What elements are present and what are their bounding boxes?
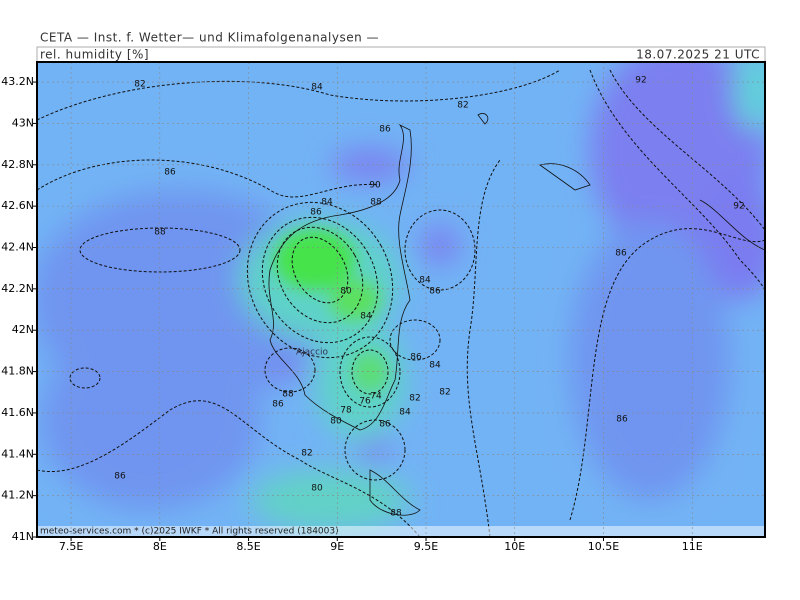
contour-label: 82 — [439, 388, 450, 398]
contour-label: 86 — [379, 420, 391, 430]
contour-label: 86 — [615, 249, 627, 259]
lat-tick-label: 42.4N — [1, 240, 34, 253]
lat-tick-label: 42.8N — [1, 158, 34, 171]
lon-tick-label: 11E — [682, 540, 703, 553]
lon-tick-label: 9E — [330, 540, 344, 553]
copyright: meteo-services.com * (c)2025 IWKF * All … — [40, 527, 339, 537]
contour-label: 92 — [635, 76, 646, 86]
contour-label: 82 — [457, 101, 468, 111]
lat-tick-label: 41.4N — [1, 447, 34, 460]
contour-label: 88 — [390, 509, 402, 519]
lon-tick-label: 7.5E — [59, 540, 83, 553]
contour-label: 88 — [154, 228, 166, 238]
lat-tick-label: 41.2N — [1, 489, 34, 502]
contour-label: 80 — [330, 417, 342, 427]
lat-tick-label: 42N — [12, 323, 34, 336]
lat-tick-label: 41.6N — [1, 406, 34, 419]
lon-tick-label: 8.5E — [236, 540, 260, 553]
contour-label: 76 — [359, 397, 371, 407]
lon-tick-label: 9.5E — [414, 540, 438, 553]
contour-label: 80 — [340, 287, 352, 297]
contour-label: 86 — [310, 208, 322, 218]
contour-label: 78 — [340, 406, 352, 416]
humidity-shading — [37, 62, 765, 530]
map-frame — [36, 61, 766, 538]
lat-tick-label: 42.2N — [1, 282, 34, 295]
parameter: rel. humidity [%] — [40, 48, 149, 62]
institute: CETA — Inst. f. Wetter— und Klimafolgena… — [40, 31, 379, 45]
contour-label: 86 — [272, 400, 284, 410]
contour-label: 88 — [282, 390, 294, 400]
contour-label: 86 — [410, 353, 422, 363]
lat-tick-label: 41N — [12, 530, 34, 543]
lon-tick-label: 10.5E — [588, 540, 619, 553]
valid-time: 18.07.2025 21 UTC — [636, 48, 760, 62]
contour-label: 84 — [429, 361, 441, 371]
lat-tick-label: 42.6N — [1, 199, 34, 212]
contour-label: 84 — [360, 312, 372, 322]
contour-label: 92 — [733, 202, 744, 212]
coastlines — [268, 113, 765, 516]
lat-tick-label: 41.8N — [1, 365, 34, 378]
contour-label: 86 — [164, 168, 176, 178]
contour-label: 86 — [114, 472, 126, 482]
contour-label: 84 — [419, 276, 431, 286]
contour-label: 82 — [301, 449, 312, 459]
contour-label: 88 — [370, 198, 382, 208]
lat-tick-label: 43N — [12, 116, 34, 129]
footer-band — [37, 526, 765, 537]
contour-label: 74 — [370, 392, 382, 402]
lat-tick-label: 43.2N — [1, 75, 34, 88]
contour-label: 84 — [321, 198, 333, 208]
contour-label: 84 — [311, 83, 323, 93]
contour-label: 86 — [379, 125, 391, 135]
place-name: Ajaccio — [296, 348, 329, 358]
contour-label: 86 — [616, 415, 628, 425]
contour-label: 86 — [429, 287, 441, 297]
contour-label: 82 — [409, 394, 420, 404]
contour-label: 82 — [134, 80, 145, 90]
contour-label: 80 — [311, 484, 323, 494]
field: meteo-services.com * (c)2025 IWKF * All … — [37, 62, 765, 537]
contour-label: 90 — [369, 181, 381, 191]
lon-tick-label: 8E — [153, 540, 167, 553]
contour-label: 84 — [399, 408, 411, 418]
lon-tick-label: 10E — [504, 540, 525, 553]
